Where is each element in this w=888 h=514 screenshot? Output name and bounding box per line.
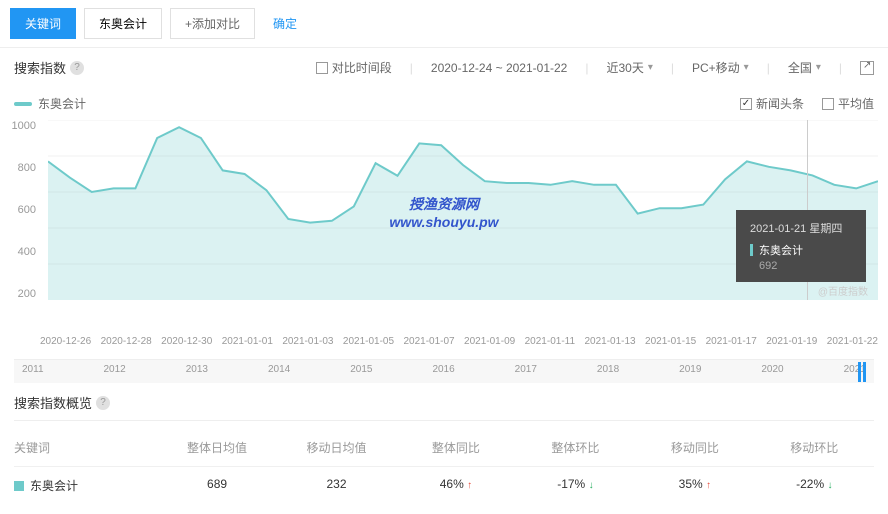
overview-title: 搜索指数概览	[14, 393, 92, 412]
tooltip-marker	[750, 244, 753, 256]
search-index-title: 搜索指数	[14, 58, 66, 77]
device-dropdown[interactable]: PC+移动 ▾	[692, 59, 749, 76]
separator: |	[671, 61, 674, 75]
table-row: 东奥会计 689 232 46% ↑ -17% ↓ 35% ↑ -22% ↓	[14, 467, 874, 504]
row-mobile-avg: 232	[277, 477, 396, 494]
compare-period-label: 对比时间段	[332, 59, 392, 76]
chart-tooltip: 2021-01-21 星期四 东奥会计 692	[736, 210, 866, 282]
timeline-scrubber[interactable]: 2011201220132014201520162017201820192020…	[14, 359, 874, 383]
table-header: 关键词整体日均值移动日均值整体同比整体环比移动同比移动环比	[14, 429, 874, 467]
news-toggle[interactable]: 新闻头条	[740, 95, 804, 112]
keyword-value-tab[interactable]: 东奥会计	[84, 8, 162, 39]
recent-30-dropdown[interactable]: 近30天 ▾	[606, 59, 652, 76]
row-mobile-yoy: 35%	[679, 477, 703, 491]
timeline-labels: 2011201220132014201520162017201820192020…	[14, 360, 874, 379]
add-compare-button[interactable]: +添加对比	[170, 8, 255, 39]
device-label: PC+移动	[692, 59, 740, 76]
tooltip-value: 692	[759, 260, 852, 272]
row-overall-mom: -17%	[557, 477, 585, 491]
checkbox-icon	[316, 62, 328, 74]
legend-series-label: 东奥会计	[38, 95, 86, 112]
x-axis: 2020-12-262020-12-282020-12-302021-01-01…	[40, 330, 878, 353]
row-mobile-mom: -22%	[796, 477, 824, 491]
help-icon[interactable]: ?	[96, 396, 110, 410]
region-label: 全国	[788, 59, 812, 76]
y-axis: 1000800600400200	[6, 120, 36, 300]
arrow-down-icon: ↓	[827, 480, 832, 491]
average-toggle[interactable]: 平均值	[822, 95, 874, 112]
timeline-handle[interactable]	[858, 362, 868, 382]
keyword-tab[interactable]: 关键词	[10, 8, 76, 39]
tooltip-series-label: 东奥会计	[759, 242, 803, 258]
separator: |	[585, 61, 588, 75]
news-label: 新闻头条	[756, 95, 804, 112]
keyword-marker-icon	[14, 481, 24, 491]
arrow-up-icon: ↑	[467, 480, 472, 491]
recent-30-label: 近30天	[606, 59, 643, 76]
arrow-up-icon: ↑	[706, 480, 711, 491]
arrow-down-icon: ↓	[589, 480, 594, 491]
chart-area[interactable]: 1000800600400200 授渔资源网 www.shouyu.pw 202…	[0, 120, 888, 330]
legend-series[interactable]: 东奥会计	[14, 95, 86, 112]
row-keyword: 东奥会计	[30, 477, 78, 494]
compare-period-toggle[interactable]: 对比时间段	[316, 59, 392, 76]
row-overall-avg: 689	[157, 477, 276, 494]
external-link-icon[interactable]	[860, 61, 874, 75]
region-dropdown[interactable]: 全国 ▾	[788, 59, 821, 76]
brand-watermark: @百度指数	[818, 283, 868, 298]
average-label: 平均值	[838, 95, 874, 112]
date-range-picker[interactable]: 2020-12-24 ~ 2021-01-22	[431, 61, 567, 75]
chevron-down-icon: ▾	[744, 62, 749, 73]
help-icon[interactable]: ?	[70, 61, 84, 75]
separator: |	[839, 61, 842, 75]
separator: |	[767, 61, 770, 75]
tooltip-date: 2021-01-21 星期四	[750, 220, 852, 236]
legend-marker-icon	[14, 102, 32, 106]
chevron-down-icon: ▾	[648, 62, 653, 73]
checkbox-icon	[822, 98, 834, 110]
chevron-down-icon: ▾	[816, 62, 821, 73]
confirm-link[interactable]: 确定	[263, 15, 307, 32]
separator: |	[410, 61, 413, 75]
row-overall-yoy: 46%	[440, 477, 464, 491]
checkbox-checked-icon	[740, 98, 752, 110]
